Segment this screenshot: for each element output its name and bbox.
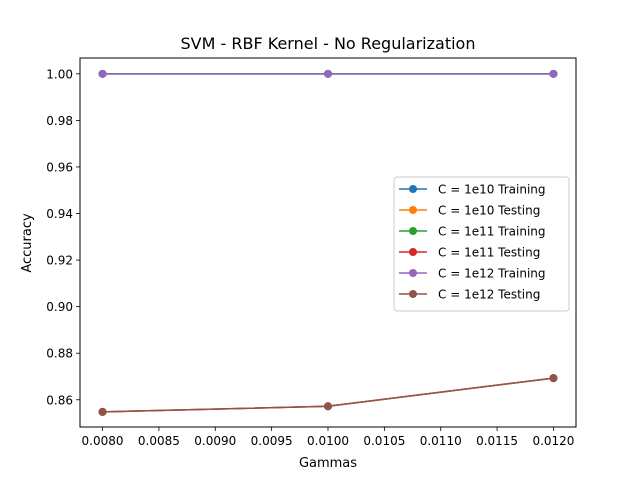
y-tick-label: 0.94 xyxy=(46,207,73,221)
x-tick-label: 0.0100 xyxy=(307,434,349,448)
y-tick-label: 0.92 xyxy=(46,254,73,268)
legend-marker xyxy=(409,290,417,298)
chart-title: SVM - RBF Kernel - No Regularization xyxy=(181,34,476,53)
legend-label: C = 1e10 Training xyxy=(438,183,546,197)
x-tick-label: 0.0080 xyxy=(82,434,124,448)
x-tick-label: 0.0120 xyxy=(532,434,574,448)
legend: C = 1e10 Training C = 1e10 Testing C = 1e1… xyxy=(393,176,570,312)
y-axis-label: Accuracy xyxy=(20,213,35,273)
legend-label: C = 1e11 Training xyxy=(438,225,546,239)
legend-marker xyxy=(409,185,417,193)
legend-box xyxy=(393,176,570,312)
legend-label: C = 1e11 Testing xyxy=(438,246,540,260)
legend-item: C = 1e10 Testing xyxy=(399,204,540,218)
y-axis-ticks: 0.86 0.88 0.90 0.92 0.94 0.96 0.98 1.00 xyxy=(46,67,80,407)
x-tick-label: 0.0115 xyxy=(476,434,518,448)
data-point xyxy=(98,69,107,78)
plot-series xyxy=(98,69,558,416)
data-point xyxy=(98,407,107,416)
x-tick-label: 0.0110 xyxy=(420,434,462,448)
y-tick-label: 0.90 xyxy=(46,300,73,314)
legend-item: C = 1e11 Testing xyxy=(399,246,540,260)
series-5 xyxy=(98,69,558,78)
y-tick-label: 0.88 xyxy=(46,347,73,361)
legend-label: C = 1e12 Training xyxy=(438,267,546,281)
legend-item: C = 1e12 Testing xyxy=(399,288,540,302)
x-tick-label: 0.0095 xyxy=(251,434,293,448)
y-tick-label: 1.00 xyxy=(46,67,73,81)
x-tick-label: 0.0105 xyxy=(363,434,405,448)
y-tick-label: 0.86 xyxy=(46,393,73,407)
data-point xyxy=(549,374,558,383)
data-point xyxy=(324,69,332,78)
data-point xyxy=(549,69,558,78)
legend-marker xyxy=(409,269,417,277)
y-tick-label: 0.96 xyxy=(46,160,73,174)
legend-item: C = 1e12 Training xyxy=(399,267,546,281)
x-tick-label: 0.0090 xyxy=(194,434,236,448)
x-tick-label: 0.0085 xyxy=(138,434,180,448)
plot-frame xyxy=(79,57,577,428)
legend-item: C = 1e10 Training xyxy=(399,183,546,197)
x-axis-ticks: 0.0080 0.0085 0.0090 0.0095 0.0100 0.0105 0.01… xyxy=(82,427,574,448)
legend-label: C = 1e12 Testing xyxy=(438,288,540,302)
legend-marker xyxy=(409,248,417,256)
legend-item: C = 1e11 Training xyxy=(399,225,546,239)
y-tick-label: 0.98 xyxy=(46,114,73,128)
legend-marker xyxy=(409,227,417,235)
series-6 xyxy=(98,374,558,416)
data-point xyxy=(324,402,332,411)
x-axis-label: Gammas xyxy=(299,456,357,471)
legend-marker xyxy=(409,206,417,214)
legend-label: C = 1e10 Testing xyxy=(438,204,540,218)
